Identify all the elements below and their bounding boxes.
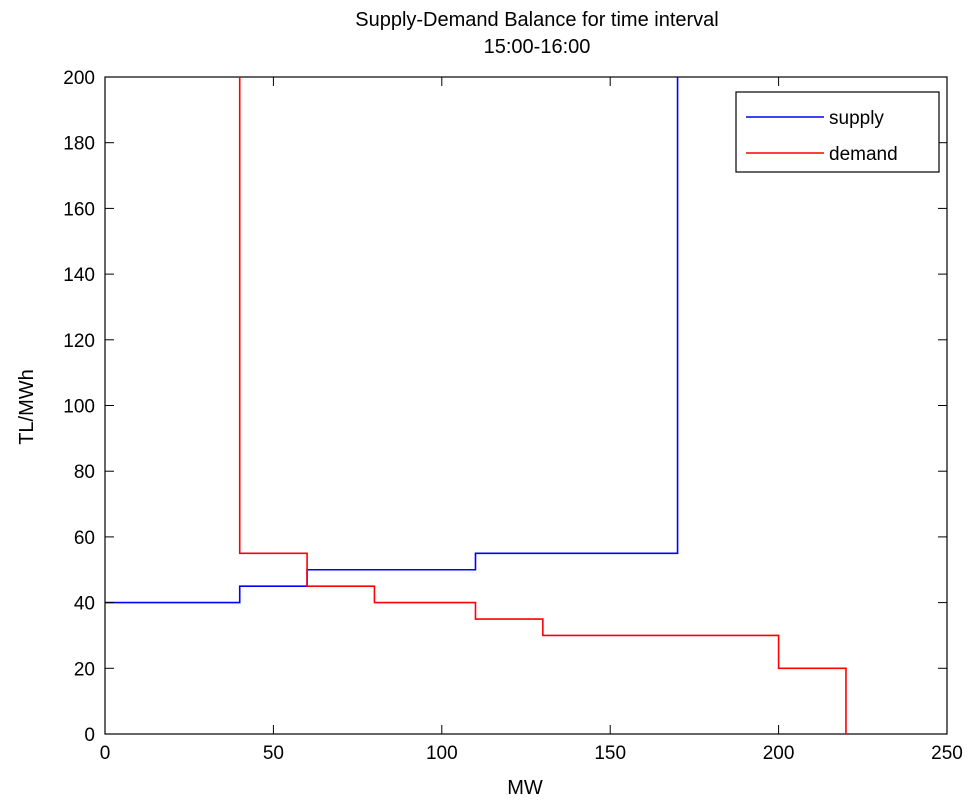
y-tick-label: 160 [63, 199, 95, 220]
chart-title: Supply-Demand Balance for time interval [355, 9, 719, 31]
y-tick-label: 80 [74, 462, 95, 483]
legend-box [735, 91, 940, 173]
legend-label-supply: supply [829, 108, 884, 129]
y-tick-label: 100 [63, 397, 95, 418]
plot-area [104, 76, 948, 735]
x-tick-label: 50 [263, 743, 284, 764]
y-tick-label: 60 [74, 528, 95, 549]
axis-ticks: 0 50 100 150 200 250 0 20 40 60 80 100 120 140 160 180 2… [63, 68, 963, 764]
x-tick-label: 0 [100, 743, 111, 764]
x-tick-label: 100 [426, 743, 458, 764]
legend: supply demand [735, 91, 940, 173]
x-tick-label: 200 [763, 743, 795, 764]
series-group [105, 77, 847, 734]
series-line-demand [238, 77, 847, 734]
y-tick-label: 40 [74, 594, 95, 615]
y-tick-label: 140 [63, 265, 95, 286]
x-axis-label: MW [507, 777, 543, 799]
y-tick-label: 20 [74, 659, 95, 680]
x-tick-label: 250 [931, 743, 963, 764]
y-tick-label: 200 [63, 68, 95, 89]
plot-frame [104, 76, 948, 735]
chart-subtitle: 15:00-16:00 [484, 36, 591, 58]
y-tick-label: 120 [63, 331, 95, 352]
legend-label-demand: demand [829, 144, 898, 165]
y-tick-label: 0 [84, 725, 95, 746]
x-tick-label: 150 [594, 743, 626, 764]
y-tick-label: 180 [63, 134, 95, 155]
y-axis-label: TL/MWh [16, 369, 38, 445]
